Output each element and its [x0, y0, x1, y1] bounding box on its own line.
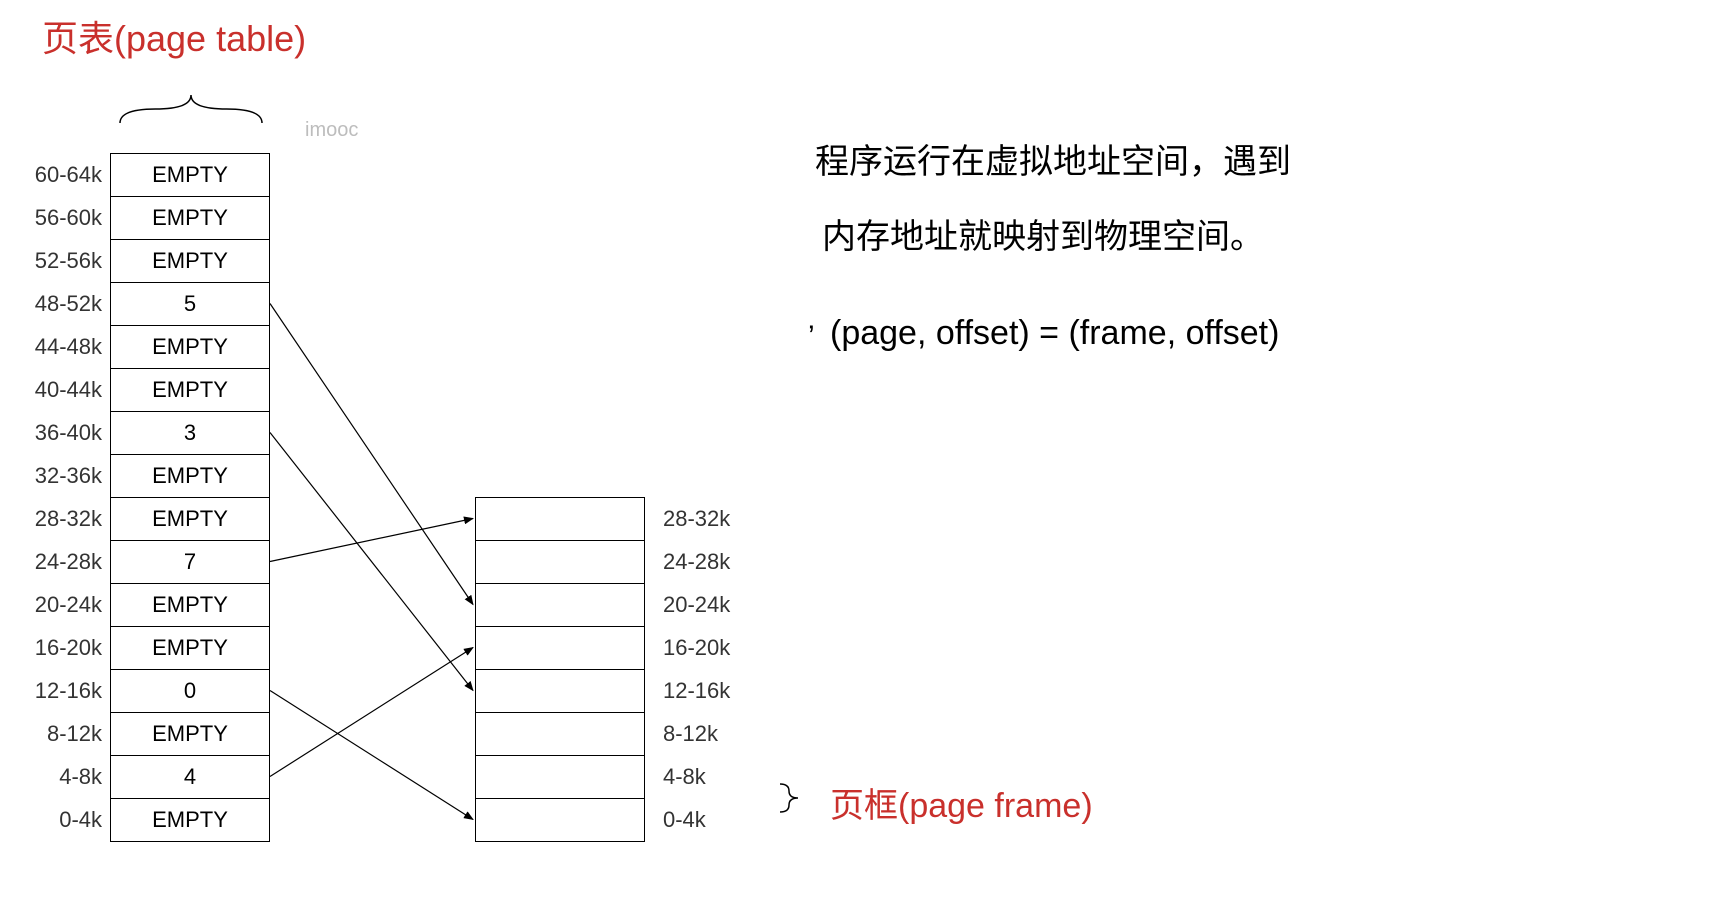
- mapping-arrow: [270, 433, 473, 691]
- watermark: imooc: [305, 119, 358, 142]
- frame-table-cell: [475, 712, 645, 756]
- page-table-cell: EMPTY: [110, 325, 270, 369]
- frame-table-cell: [475, 626, 645, 670]
- page-table-cell: 7: [110, 540, 270, 584]
- frame-table-range-label: 20-24k: [663, 592, 730, 618]
- formula-prefix: ’: [808, 320, 813, 354]
- page-table-cell: EMPTY: [110, 153, 270, 197]
- page-table-cell: EMPTY: [110, 712, 270, 756]
- frame-table-cell: [475, 755, 645, 799]
- frame-table-range-label: 4-8k: [663, 764, 706, 790]
- frame-table-cell: [475, 669, 645, 713]
- page-table-range-label: 32-36k: [22, 463, 102, 489]
- frame-table-range-label: 28-32k: [663, 506, 730, 532]
- frame-table-range-label: 8-12k: [663, 721, 718, 747]
- description-line2: 内存地址就映射到物理空间。: [822, 205, 1264, 270]
- page-table-range-label: 8-12k: [22, 721, 102, 747]
- page-table-range-label: 16-20k: [22, 635, 102, 661]
- page-table-cell: EMPTY: [110, 196, 270, 240]
- page-table-range-label: 60-64k: [22, 162, 102, 188]
- page-table-cell: EMPTY: [110, 368, 270, 412]
- frame-table-cell: [475, 798, 645, 842]
- frame-table-range-label: 16-20k: [663, 635, 730, 661]
- page-table-range-label: 56-60k: [22, 205, 102, 231]
- page-table-range-label: 48-52k: [22, 291, 102, 317]
- page-table-range-label: 36-40k: [22, 420, 102, 446]
- page-table-range-label: 40-44k: [22, 377, 102, 403]
- mapping-arrow: [270, 519, 473, 562]
- frame-table-cell: [475, 583, 645, 627]
- frame-brace: [780, 784, 798, 812]
- page-table-range-label: 24-28k: [22, 549, 102, 575]
- mapping-arrow: [270, 691, 473, 820]
- page-frame-title: 页框(page frame): [830, 778, 1093, 827]
- page-table-cell: 3: [110, 411, 270, 455]
- mapping-arrow: [270, 304, 473, 605]
- formula: (page, offset) = (frame, offset): [830, 314, 1279, 353]
- page-table-range-label: 12-16k: [22, 678, 102, 704]
- frame-table-cell: [475, 540, 645, 584]
- frame-table-cell: [475, 497, 645, 541]
- frame-table-range-label: 0-4k: [663, 807, 706, 833]
- page-table-range-label: 4-8k: [22, 764, 102, 790]
- page-table-cell: EMPTY: [110, 583, 270, 627]
- page-table-cell: EMPTY: [110, 497, 270, 541]
- mapping-arrow: [270, 648, 473, 777]
- page-table-cell: 4: [110, 755, 270, 799]
- page-table-cell: EMPTY: [110, 798, 270, 842]
- page-table-cell: EMPTY: [110, 239, 270, 283]
- page-table-title: 页表(page table): [42, 10, 306, 62]
- description-line1: 程序运行在虚拟地址空间，遇到: [815, 130, 1291, 195]
- page-table-range-label: 52-56k: [22, 248, 102, 274]
- page-table-cell: EMPTY: [110, 454, 270, 498]
- page-table-range-label: 20-24k: [22, 592, 102, 618]
- page-table-range-label: 44-48k: [22, 334, 102, 360]
- page-table-range-label: 28-32k: [22, 506, 102, 532]
- frame-table-range-label: 12-16k: [663, 678, 730, 704]
- page-table-cell: EMPTY: [110, 626, 270, 670]
- page-table-range-label: 0-4k: [22, 807, 102, 833]
- frame-table-range-label: 24-28k: [663, 549, 730, 575]
- page-table-cell: 5: [110, 282, 270, 326]
- page-table-brace: [120, 95, 262, 123]
- page-table-cell: 0: [110, 669, 270, 713]
